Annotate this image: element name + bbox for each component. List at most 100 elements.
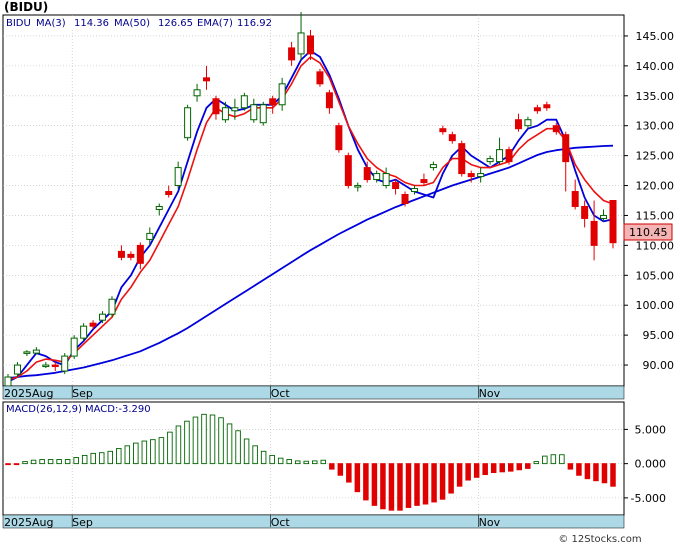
candle-down bbox=[609, 200, 617, 244]
price-tick-label: 110.00 bbox=[636, 239, 675, 252]
macd-bar-positive bbox=[22, 461, 28, 465]
macd-bar-negative bbox=[610, 463, 616, 487]
macd-bar-positive bbox=[235, 430, 241, 465]
macd-legend-name: MACD(26,12,9) bbox=[6, 404, 82, 415]
macd-histogram bbox=[5, 413, 616, 511]
macd-bar-positive bbox=[226, 423, 233, 465]
candle-up bbox=[23, 351, 31, 354]
macd-panel bbox=[2, 401, 625, 516]
candle-down bbox=[533, 107, 541, 112]
macd-bar-positive bbox=[218, 417, 224, 465]
candle-up bbox=[278, 83, 286, 106]
candle-up bbox=[240, 95, 248, 109]
candle-up bbox=[373, 173, 381, 181]
macd-bar-positive bbox=[56, 459, 62, 465]
macd-bar-negative bbox=[388, 463, 395, 511]
legend-ema7: EMA(7) bbox=[197, 18, 233, 29]
price-tick-label: 115.00 bbox=[636, 209, 675, 222]
macd-bar-positive bbox=[47, 459, 54, 465]
macd-axis: 5.000 0.000 -5.000 bbox=[624, 423, 666, 505]
price-tick-label: 90.00 bbox=[643, 359, 675, 372]
candle-down bbox=[514, 119, 522, 130]
candle-down bbox=[458, 143, 466, 175]
macd-bar-negative bbox=[465, 463, 471, 481]
macd-bar-negative bbox=[329, 463, 335, 470]
macd-bar-positive bbox=[320, 459, 327, 465]
date-axis-top: 2025Aug Sep Oct Nov bbox=[4, 386, 501, 400]
candle-down bbox=[127, 253, 135, 258]
candle-down bbox=[363, 167, 371, 181]
date-label-bottom: Nov bbox=[479, 516, 501, 529]
candle-down bbox=[543, 104, 551, 109]
macd-bar-positive bbox=[303, 460, 309, 465]
macd-bar-negative bbox=[5, 463, 11, 466]
date-axis-bottom: 2025Aug Sep Oct Nov bbox=[4, 515, 501, 529]
macd-bar-negative bbox=[380, 463, 386, 510]
price-gridlines bbox=[3, 15, 624, 386]
macd-bar-positive bbox=[252, 445, 258, 465]
price-tick-label: 130.00 bbox=[636, 120, 675, 133]
candle-down bbox=[89, 322, 97, 327]
macd-bar-positive bbox=[277, 457, 284, 465]
candle-up bbox=[231, 107, 239, 112]
candle-down bbox=[448, 134, 456, 142]
macd-bar-positive bbox=[98, 452, 105, 465]
candle-down bbox=[439, 128, 447, 133]
macd-bar-positive bbox=[124, 445, 131, 465]
candle-down bbox=[590, 220, 598, 246]
candle-up bbox=[429, 164, 437, 169]
candle-down bbox=[335, 125, 343, 151]
macd-legend-background bbox=[4, 403, 128, 415]
last-price-box bbox=[623, 223, 673, 241]
candle-up bbox=[496, 149, 504, 163]
date-label-bottom: Sep bbox=[72, 516, 93, 529]
macd-bar-negative bbox=[525, 463, 531, 469]
macd-bar-positive bbox=[30, 459, 37, 465]
candle-up bbox=[486, 158, 494, 163]
candle-down bbox=[467, 173, 475, 178]
price-tick-label: 105.00 bbox=[636, 269, 675, 282]
price-tick-label: 95.00 bbox=[643, 329, 675, 342]
macd-bar-negative bbox=[482, 463, 488, 476]
candle-up bbox=[600, 214, 608, 219]
macd-bar-positive bbox=[150, 439, 156, 465]
legend-symbol: BIDU bbox=[6, 18, 31, 29]
candle-up bbox=[477, 173, 485, 178]
macd-bar-positive bbox=[243, 438, 250, 465]
last-price-label: 110.45 bbox=[629, 226, 668, 239]
candle-up bbox=[174, 167, 182, 187]
macd-bar-positive bbox=[286, 459, 292, 465]
legend-background bbox=[4, 16, 266, 29]
macd-bar-positive bbox=[81, 454, 88, 465]
macd-bar-negative bbox=[593, 463, 599, 482]
macd-bar-negative bbox=[567, 463, 574, 470]
macd-bar-negative bbox=[473, 463, 480, 478]
legend-ma3: MA(3) bbox=[36, 18, 66, 29]
macd-bar-negative bbox=[499, 463, 505, 473]
candle-up bbox=[184, 107, 192, 139]
candle-down bbox=[212, 98, 220, 115]
candle-down bbox=[203, 77, 211, 82]
legend-ma50-value: 126.65 bbox=[158, 18, 193, 29]
price-panel bbox=[2, 14, 625, 387]
macd-bar-positive bbox=[192, 416, 199, 465]
macd-bar-positive bbox=[116, 448, 122, 465]
price-tick-label: 100.00 bbox=[636, 299, 675, 312]
candle-up bbox=[155, 205, 163, 210]
macd-bar-negative bbox=[397, 463, 403, 511]
macd-bar-negative bbox=[507, 463, 514, 472]
legend-ma3-value: 114.36 bbox=[74, 18, 109, 29]
macd-date-band bbox=[2, 514, 625, 529]
candle-down bbox=[401, 194, 409, 204]
candle-down bbox=[307, 35, 314, 55]
macd-bar-positive bbox=[542, 455, 548, 465]
candle-up bbox=[42, 364, 50, 368]
macd-bar-positive bbox=[167, 431, 173, 465]
macd-bar-negative bbox=[456, 463, 463, 487]
price-axis: 90.00 95.00 100.00 105.00 110.00 115.00 120.00… bbox=[624, 30, 674, 372]
candle-up bbox=[250, 104, 258, 121]
candle-down bbox=[117, 250, 125, 258]
macd-bar-negative bbox=[516, 463, 523, 471]
macd-bar-negative bbox=[13, 463, 20, 466]
